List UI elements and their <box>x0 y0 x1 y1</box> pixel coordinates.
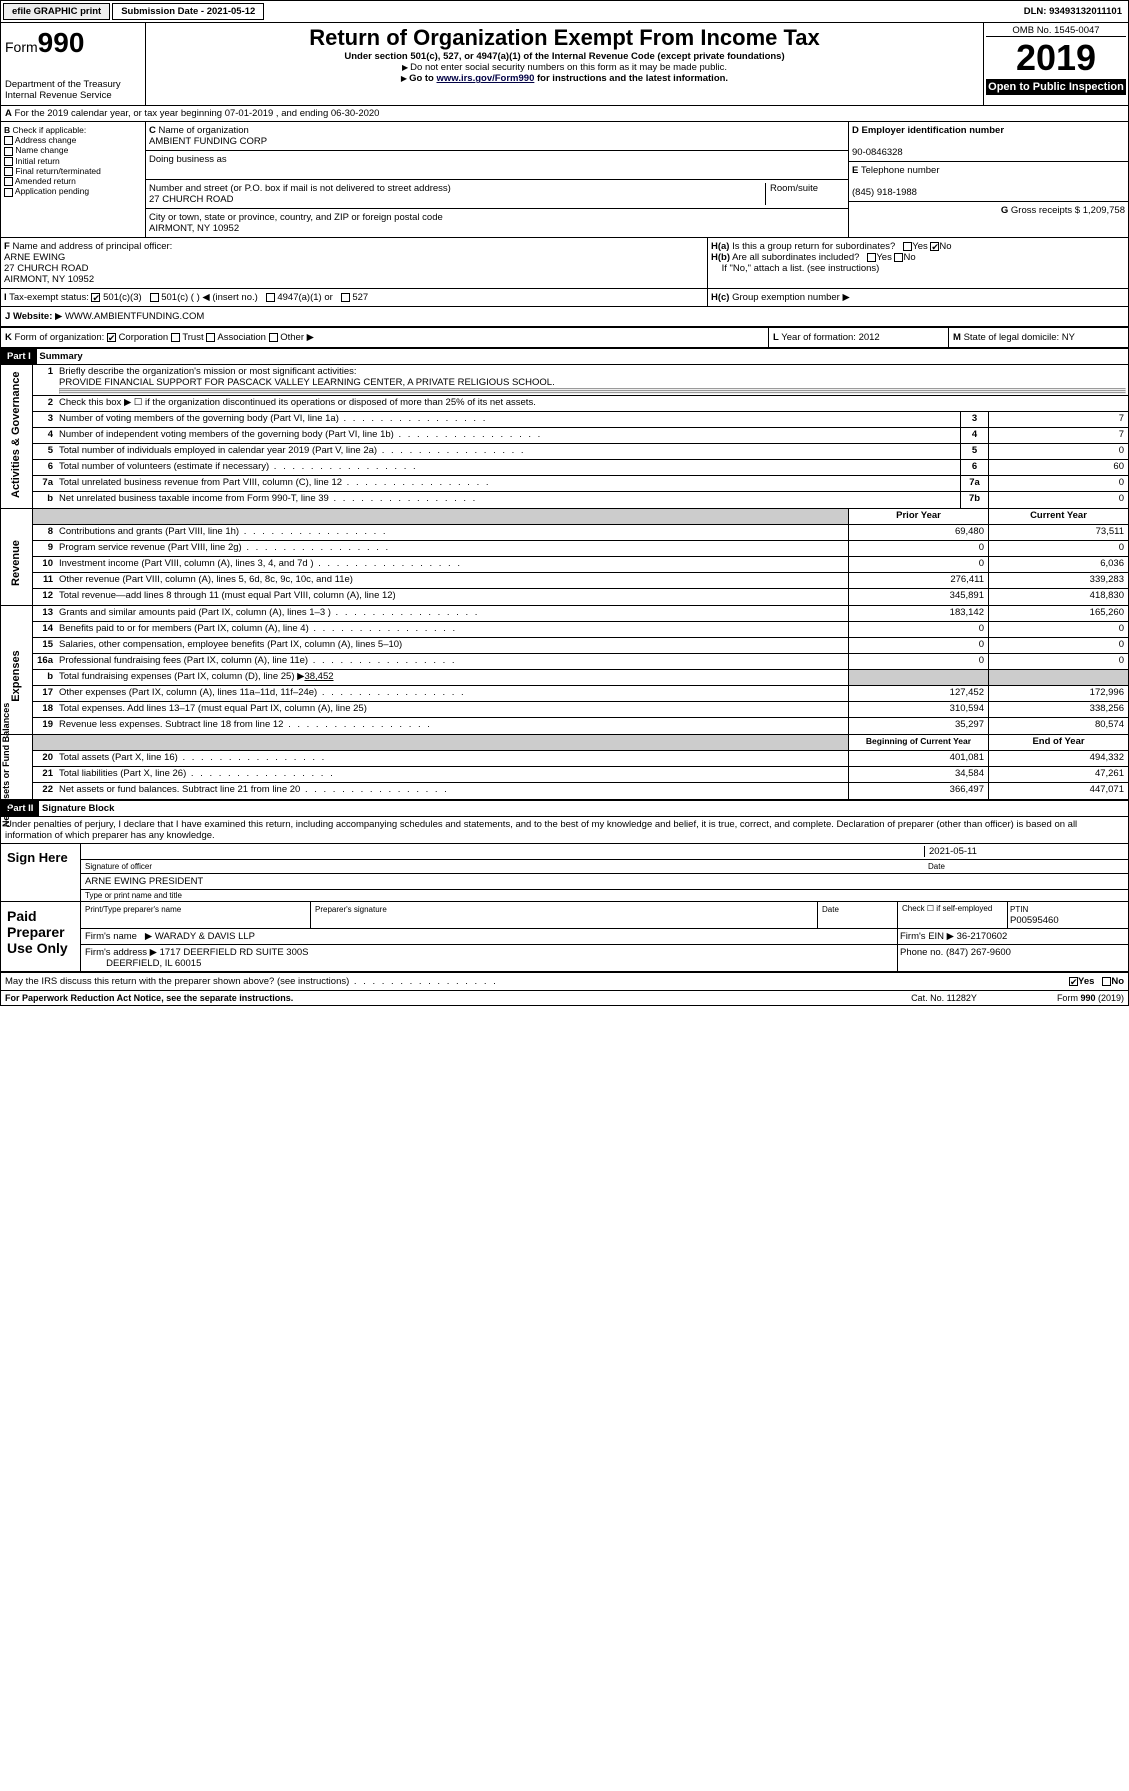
part1-header: Part I <box>1 349 37 364</box>
addr-label: Number and street (or P.O. box if mail i… <box>149 183 451 194</box>
perjury-text: Under penalties of perjury, I declare th… <box>1 817 1128 844</box>
part1-title: Summary <box>39 351 82 362</box>
dln-number: DLN: 93493132011101 <box>1024 6 1128 17</box>
officer-label: Name and address of principal officer: <box>12 241 172 252</box>
org-name: AMBIENT FUNDING CORP <box>149 136 267 147</box>
firm-name: WARADY & DAVIS LLP <box>155 931 255 942</box>
officer-addr2: AIRMONT, NY 10952 <box>4 274 94 285</box>
tax-year: 2019 <box>986 37 1126 79</box>
tax-status-label: Tax-exempt status: <box>9 292 89 303</box>
dept-treasury: Department of the Treasury <box>5 79 141 90</box>
top-bar: efile GRAPHIC print Submission Date - 20… <box>1 1 1128 23</box>
open-public: Open to Public Inspection <box>986 79 1126 95</box>
footer-form: Form 990 (2019) <box>1057 993 1124 1003</box>
dba-label: Doing business as <box>149 154 227 165</box>
city-state-zip: AIRMONT, NY 10952 <box>149 223 239 234</box>
form-title: Return of Organization Exempt From Incom… <box>150 25 979 51</box>
hc-label: Group exemption number <box>732 292 840 303</box>
phone-value: (845) 918-1988 <box>852 187 917 198</box>
firm-addr2: DEERFIELD, IL 60015 <box>106 958 201 969</box>
omb-number: OMB No. 1545-0047 <box>986 25 1126 37</box>
line-a: A For the 2019 calendar year, or tax yea… <box>1 106 1128 122</box>
city-label: City or town, state or province, country… <box>149 212 443 223</box>
phone-label: Telephone number <box>861 165 940 176</box>
subtitle-2: Do not enter social security numbers on … <box>150 62 979 73</box>
sign-here-label: Sign Here <box>1 844 81 901</box>
firm-addr1: 1717 DEERFIELD RD SUITE 300S <box>160 947 309 958</box>
signer-name: ARNE EWING PRESIDENT <box>85 876 203 887</box>
officer-name: ARNE EWING <box>4 252 65 263</box>
officer-addr1: 27 CHURCH ROAD <box>4 263 88 274</box>
gross-value: 1,209,758 <box>1083 205 1125 216</box>
footer-left: For Paperwork Reduction Act Notice, see … <box>5 993 293 1003</box>
gov-side-label: Activities & Governance <box>10 388 22 498</box>
ha-label: Is this a group return for subordinates? <box>732 241 895 252</box>
efile-button[interactable]: efile GRAPHIC print <box>3 3 110 20</box>
box-b: B Check if applicable: Address change Na… <box>1 122 146 237</box>
paid-preparer-label: Paid Preparer Use Only <box>1 902 81 971</box>
firm-ein: 36-2170602 <box>957 931 1008 942</box>
dept-irs: Internal Revenue Service <box>5 90 141 101</box>
footer-cat: Cat. No. 11282Y <box>911 993 977 1003</box>
gross-label: Gross receipts $ <box>1011 205 1080 216</box>
rev-side-label: Revenue <box>10 508 22 618</box>
firm-phone: (847) 267-9600 <box>946 947 1011 958</box>
ptin-value: P00595460 <box>1010 915 1059 926</box>
hb-label: Are all subordinates included? <box>732 252 859 263</box>
website-value: WWW.AMBIENTFUNDING.COM <box>65 311 204 322</box>
ein-label: Employer identification number <box>862 125 1005 136</box>
submission-date: Submission Date - 2021-05-12 <box>112 3 264 20</box>
subtitle-3: Go to www.irs.gov/Form990 for instructio… <box>150 73 979 84</box>
subtitle-1: Under section 501(c), 527, or 4947(a)(1)… <box>150 51 979 62</box>
net-side-label: Net Assets or Fund Balances <box>1 717 11 827</box>
website-label: Website: <box>13 311 52 322</box>
mission-text: PROVIDE FINANCIAL SUPPORT FOR PASCACK VA… <box>59 377 555 388</box>
c-name-label: Name of organization <box>159 125 249 136</box>
hb2-label: If "No," attach a list. (see instruction… <box>722 263 880 274</box>
form-number: 990 <box>38 27 85 58</box>
room-label: Room/suite <box>765 183 845 205</box>
discuss-question: May the IRS discuss this return with the… <box>5 976 498 987</box>
street-address: 27 CHURCH ROAD <box>149 194 233 205</box>
part2-title: Signature Block <box>42 803 114 814</box>
sign-date: 2021-05-11 <box>924 846 1124 857</box>
exp-side-label: Expenses <box>10 621 22 731</box>
form-prefix: Form <box>5 39 38 55</box>
form-header: Form990 Department of the Treasury Inter… <box>1 23 1128 106</box>
ein-value: 90-0846328 <box>852 147 903 158</box>
